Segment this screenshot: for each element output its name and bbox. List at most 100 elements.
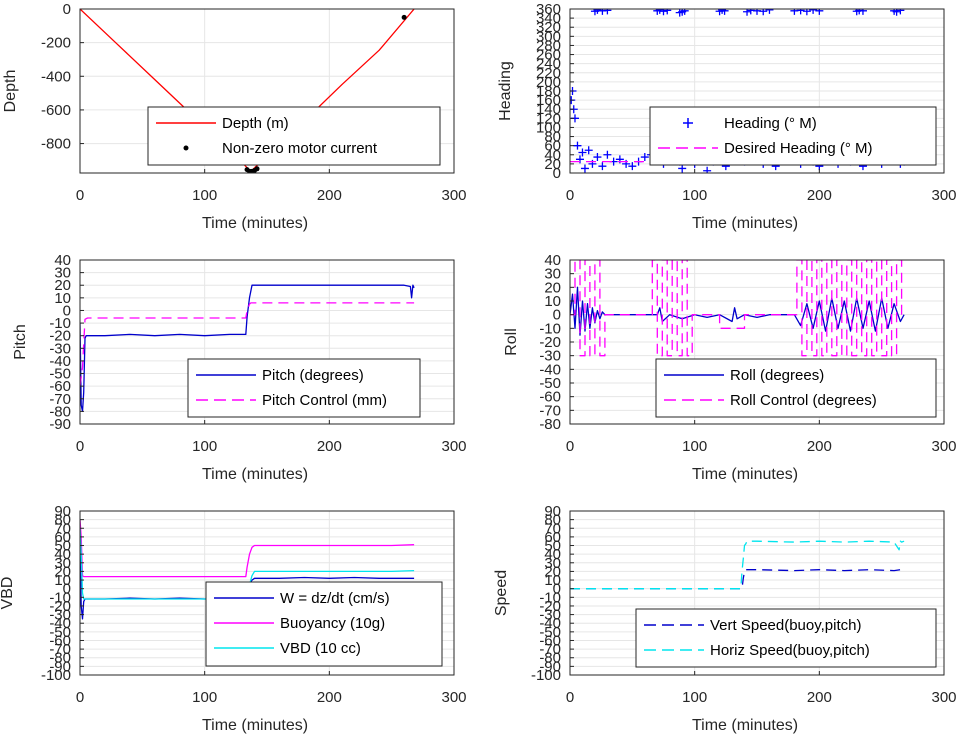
y-tick-label: -50 <box>539 375 561 392</box>
heading-point <box>765 9 774 14</box>
legend-label: Heading (° M) <box>724 115 817 132</box>
series-line-0 <box>570 286 905 336</box>
x-tick-label: 0 <box>76 689 84 706</box>
y-tick-label: 260 <box>536 47 561 64</box>
x-tick-label: 100 <box>192 689 217 706</box>
x-tick-label: 300 <box>441 438 466 455</box>
y-tick-label: 10 <box>544 572 561 589</box>
legend-label: Horiz Speed(buoy,pitch) <box>710 642 870 659</box>
legend-box <box>147 106 441 166</box>
y-tick-label: 300 <box>536 28 561 45</box>
y-tick-label: 20 <box>54 277 71 294</box>
legend-label: Roll (degrees) <box>730 367 824 384</box>
y-tick-label: 100 <box>536 119 561 136</box>
legend-box <box>635 608 937 668</box>
y-tick-label: -40 <box>539 361 561 378</box>
y-tick-label: 360 <box>536 1 561 18</box>
heading-point <box>593 153 602 162</box>
y-tick-label: 60 <box>544 138 561 155</box>
y-axis-label: Heading <box>497 61 514 121</box>
y-tick-label: 200 <box>536 74 561 91</box>
y-tick-label: -80 <box>49 650 71 667</box>
x-tick-label: 200 <box>317 187 342 204</box>
y-tick-label: 0 <box>63 1 71 18</box>
x-tick-label: 100 <box>192 187 217 204</box>
legend: Pitch (degrees) Pitch Control (mm) <box>187 358 421 418</box>
y-tick-label: 20 <box>544 279 561 296</box>
series-line-1 <box>80 519 415 578</box>
x-tick-label: 0 <box>76 438 84 455</box>
y-tick-label: 20 <box>544 563 561 580</box>
panel-vbd: 0 100 200 3009080706050403020100-10-20-30-4… <box>0 503 467 734</box>
y-tick-label: 50 <box>54 538 71 555</box>
x-tick-label: 100 <box>192 438 217 455</box>
legend: Roll (degrees) Roll Control (degrees) <box>655 358 937 418</box>
y-tick-label: -200 <box>41 35 71 52</box>
legend: W = dz/dt (cm/s) Buoyancy (10g) VBD (10 cc… <box>205 581 443 667</box>
legend: Depth (m) Non-zero motor current <box>147 106 441 166</box>
y-tick-label: 30 <box>54 555 71 572</box>
data-layer <box>570 540 905 590</box>
legend-label: Buoyancy (10g) <box>280 615 385 632</box>
y-tick-label: -80 <box>539 650 561 667</box>
legend-box <box>655 358 937 418</box>
x-tick-label: 200 <box>807 187 832 204</box>
y-tick-label: -400 <box>41 68 71 85</box>
legend: Vert Speed(buoy,pitch) Horiz Speed(buoy,p… <box>635 608 937 668</box>
x-axis-label: Time (minutes) <box>202 466 308 483</box>
y-tick-label: 80 <box>544 512 561 529</box>
y-tick-label: 160 <box>536 92 561 109</box>
y-tick-label: 70 <box>544 520 561 537</box>
legend-label: Desired Heading (° M) <box>724 140 873 157</box>
x-tick-label: 200 <box>807 689 832 706</box>
y-tick-label: -30 <box>539 607 561 624</box>
y-tick-label: -90 <box>539 658 561 675</box>
axes-box <box>79 510 455 676</box>
y-tick-label: -60 <box>49 378 71 395</box>
heading-point <box>584 146 593 155</box>
y-tick-label: 40 <box>544 252 561 269</box>
x-tick-label: 200 <box>317 689 342 706</box>
y-tick-label: 30 <box>544 266 561 283</box>
series-line-1 <box>570 260 903 357</box>
y-tick-label: -20 <box>49 328 71 345</box>
y-tick-label: 40 <box>544 147 561 164</box>
y-tick-label: 60 <box>544 529 561 546</box>
y-tick-label: -70 <box>539 402 561 419</box>
heading-point <box>815 9 824 15</box>
y-tick-label: -70 <box>49 391 71 408</box>
x-axis-label: Time (minutes) <box>692 717 798 734</box>
y-tick-label: 90 <box>544 503 561 520</box>
y-tick-label: -30 <box>49 607 71 624</box>
heading-point <box>858 9 867 15</box>
heading-point <box>759 9 768 16</box>
y-tick-label: 10 <box>54 290 71 307</box>
y-tick-label: 340 <box>536 10 561 27</box>
data-layer <box>80 284 415 413</box>
y-axis-label: Roll <box>503 328 520 356</box>
heading-point <box>896 9 905 15</box>
y-tick-label: -20 <box>49 598 71 615</box>
panel-depth: 0 100 200 300 0 -200 -400 -600 -800 Time (minutes… <box>2 1 467 232</box>
legend-marker <box>183 145 189 151</box>
legend-label: Roll Control (degrees) <box>730 392 877 409</box>
axes-box <box>79 8 455 174</box>
legend: Heading (° M) Desired Heading (° M) <box>649 106 937 166</box>
y-axis-label: Depth <box>2 70 19 113</box>
x-tick-label: 0 <box>566 438 574 455</box>
heading-point <box>603 9 612 15</box>
heading-point <box>678 164 687 173</box>
heading-point <box>809 9 818 14</box>
heading-point <box>659 9 668 16</box>
y-tick-label: -40 <box>539 615 561 632</box>
y-tick-label: 280 <box>536 37 561 54</box>
y-tick-label: -50 <box>539 624 561 641</box>
x-tick-label: 200 <box>317 438 342 455</box>
x-tick-label: 0 <box>566 187 574 204</box>
y-tick-label: -80 <box>539 416 561 433</box>
y-tick-label: -70 <box>539 641 561 658</box>
y-tick-label: 320 <box>536 19 561 36</box>
motor-current-point <box>401 14 407 20</box>
panel-roll: 0 100 200 300403020100-10-20-30-40-50-60-70… <box>503 252 957 483</box>
